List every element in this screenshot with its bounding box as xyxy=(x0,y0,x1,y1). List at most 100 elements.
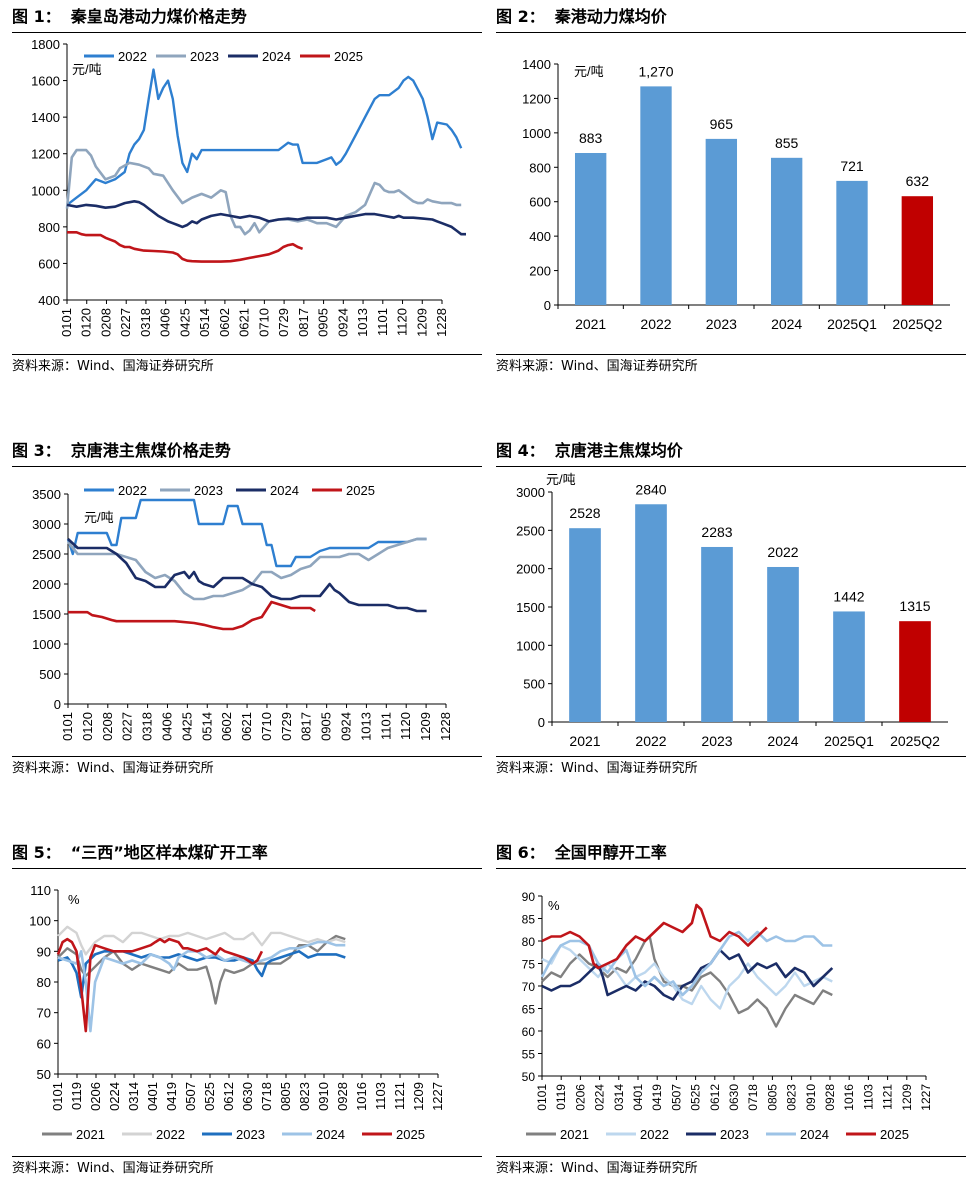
x-tick-label-1209: 1209 xyxy=(418,712,433,741)
figure-6-title: 图 6： 全国甲醇开工率 xyxy=(496,838,966,869)
x-tick-label-0823: 0823 xyxy=(785,1084,799,1111)
series-line-2022 xyxy=(66,68,463,206)
figure-1-number: 图 1： xyxy=(12,7,61,26)
figure-6-line-chart: 50 55 60 65 70 75 80 85 90 0101 0119 0206 0224 0314 04… xyxy=(522,890,933,1142)
figure-6-name: 全国甲醇开工率 xyxy=(554,843,667,862)
x-tick-label-0905: 0905 xyxy=(316,308,331,337)
bar-value-label-2024: 2022 xyxy=(767,544,798,560)
y-tick-label-2500: 2500 xyxy=(516,523,545,538)
y-tick-label-60: 60 xyxy=(522,1025,536,1039)
figure-4-number: 图 4： xyxy=(496,441,545,460)
y-axis-unit-label: % xyxy=(548,898,560,913)
x-tick-label-1228: 1228 xyxy=(438,712,453,741)
figure-4-bar-chart: 0 500 1000 1500 2000 2500 3000 2528 2021 2840 2022… xyxy=(516,472,948,749)
series-line-2023 xyxy=(66,537,427,601)
legend-label-2024: 2024 xyxy=(262,49,291,64)
y-tick-label-1200: 1200 xyxy=(522,91,551,106)
y-axis-unit-label: 元/吨 xyxy=(84,510,114,525)
y-tick-label-50: 50 xyxy=(522,1070,536,1084)
bar-value-label-2025q1: 1442 xyxy=(833,588,864,604)
x-tick-label-0514: 0514 xyxy=(199,712,214,741)
x-category-label-2024: 2024 xyxy=(771,316,802,332)
x-tick-label-0817: 0817 xyxy=(299,712,314,741)
y-tick-label-85: 85 xyxy=(522,913,536,927)
x-tick-label-0208: 0208 xyxy=(100,712,115,741)
series-line-2025 xyxy=(541,903,768,970)
legend-label-2024: 2024 xyxy=(316,1127,345,1142)
x-tick-label-1013: 1013 xyxy=(355,308,370,337)
x-tick-label-0823: 0823 xyxy=(297,1082,312,1111)
x-tick-label-0630: 0630 xyxy=(727,1084,741,1111)
x-tick-label-0805: 0805 xyxy=(278,1082,293,1111)
x-tick-label-0406: 0406 xyxy=(158,308,173,337)
x-tick-label-0718: 0718 xyxy=(746,1084,760,1111)
legend-label-2022: 2022 xyxy=(118,49,147,64)
bar-2023 xyxy=(705,138,738,305)
x-tick-label-1227: 1227 xyxy=(430,1082,445,1111)
y-tick-label-1200: 1200 xyxy=(31,147,60,162)
x-tick-label-0318: 0318 xyxy=(140,712,155,741)
y-tick-label-90: 90 xyxy=(37,944,51,959)
series-line-2025 xyxy=(56,937,264,1033)
x-tick-label-1209: 1209 xyxy=(900,1084,914,1111)
x-tick-label-0227: 0227 xyxy=(118,308,133,337)
x-tick-label-1013: 1013 xyxy=(358,712,373,741)
series-line-2024 xyxy=(67,538,427,613)
x-category-label-2025q1: 2025Q1 xyxy=(827,316,877,332)
x-tick-label-0817: 0817 xyxy=(296,308,311,337)
x-tick-label-0910: 0910 xyxy=(804,1084,818,1111)
bar-value-label-2022: 2840 xyxy=(635,481,666,497)
legend-label-2023: 2023 xyxy=(236,1127,265,1142)
x-tick-label-0314: 0314 xyxy=(612,1084,626,1111)
x-tick-label-0206: 0206 xyxy=(573,1084,587,1111)
x-tick-label-0710: 0710 xyxy=(259,712,274,741)
x-category-label-2025q1: 2025Q1 xyxy=(824,733,874,749)
figure-5-title: 图 5： “三西”地区样本煤矿开工率 xyxy=(12,838,482,869)
legend-label-2023: 2023 xyxy=(720,1127,749,1142)
y-tick-label-100: 100 xyxy=(29,914,51,929)
x-tick-label-0729: 0729 xyxy=(279,712,294,741)
x-tick-label-0525: 0525 xyxy=(202,1082,217,1111)
y-tick-label-0: 0 xyxy=(544,298,551,313)
x-tick-label-0928: 0928 xyxy=(335,1082,350,1111)
x-tick-label-0905: 0905 xyxy=(319,712,334,741)
y-tick-label-200: 200 xyxy=(529,264,551,279)
y-axis-unit-label: 元/吨 xyxy=(72,62,102,77)
bar-2021 xyxy=(569,528,601,722)
y-tick-label-75: 75 xyxy=(522,958,536,972)
figure-1-line-chart: 400 600 800 1000 1200 1400 1600 1800 0101 0120 020… xyxy=(31,37,466,337)
legend-label-2022: 2022 xyxy=(640,1127,669,1142)
bar-value-label-2025q2: 1315 xyxy=(899,598,930,614)
bar-value-label-2021: 2528 xyxy=(569,505,600,521)
x-category-label-2024: 2024 xyxy=(767,733,798,749)
x-tick-label-0718: 0718 xyxy=(259,1082,274,1111)
y-tick-label-110: 110 xyxy=(30,883,51,898)
legend-label-2022: 2022 xyxy=(118,483,147,498)
bar-2022 xyxy=(640,86,672,305)
y-tick-label-3500: 3500 xyxy=(32,487,61,502)
figure-2-number: 图 2： xyxy=(496,7,545,26)
x-tick-label-0406: 0406 xyxy=(159,712,174,741)
y-tick-label-50: 50 xyxy=(37,1067,51,1082)
bar-value-label-2022: 1,270 xyxy=(638,63,673,79)
bar-2024 xyxy=(770,157,803,305)
bar-2025q2 xyxy=(899,621,931,722)
figure-2-name: 秦港动力煤均价 xyxy=(554,7,667,26)
y-tick-label-1600: 1600 xyxy=(31,74,60,89)
x-category-label-2025q2: 2025Q2 xyxy=(890,733,940,749)
x-tick-label-1209: 1209 xyxy=(414,308,429,337)
series-line-2023 xyxy=(541,948,834,1001)
x-tick-label-0119: 0119 xyxy=(69,1082,84,1110)
x-tick-label-0224: 0224 xyxy=(107,1082,122,1111)
x-tick-label-0612: 0612 xyxy=(708,1084,722,1111)
x-tick-label-0120: 0120 xyxy=(80,712,95,741)
y-tick-label-55: 55 xyxy=(522,1048,536,1062)
figure-4-title: 图 4： 京唐港主焦煤均价 xyxy=(496,436,966,467)
legend-label-2025: 2025 xyxy=(346,483,375,498)
x-tick-label-0729: 0729 xyxy=(276,308,291,337)
x-tick-label-1209: 1209 xyxy=(411,1082,426,1111)
x-tick-label-0805: 0805 xyxy=(765,1084,779,1111)
x-tick-label-1120: 1120 xyxy=(395,308,410,336)
legend-label-2021: 2021 xyxy=(560,1127,589,1142)
figure-5-number: 图 5： xyxy=(12,843,61,862)
